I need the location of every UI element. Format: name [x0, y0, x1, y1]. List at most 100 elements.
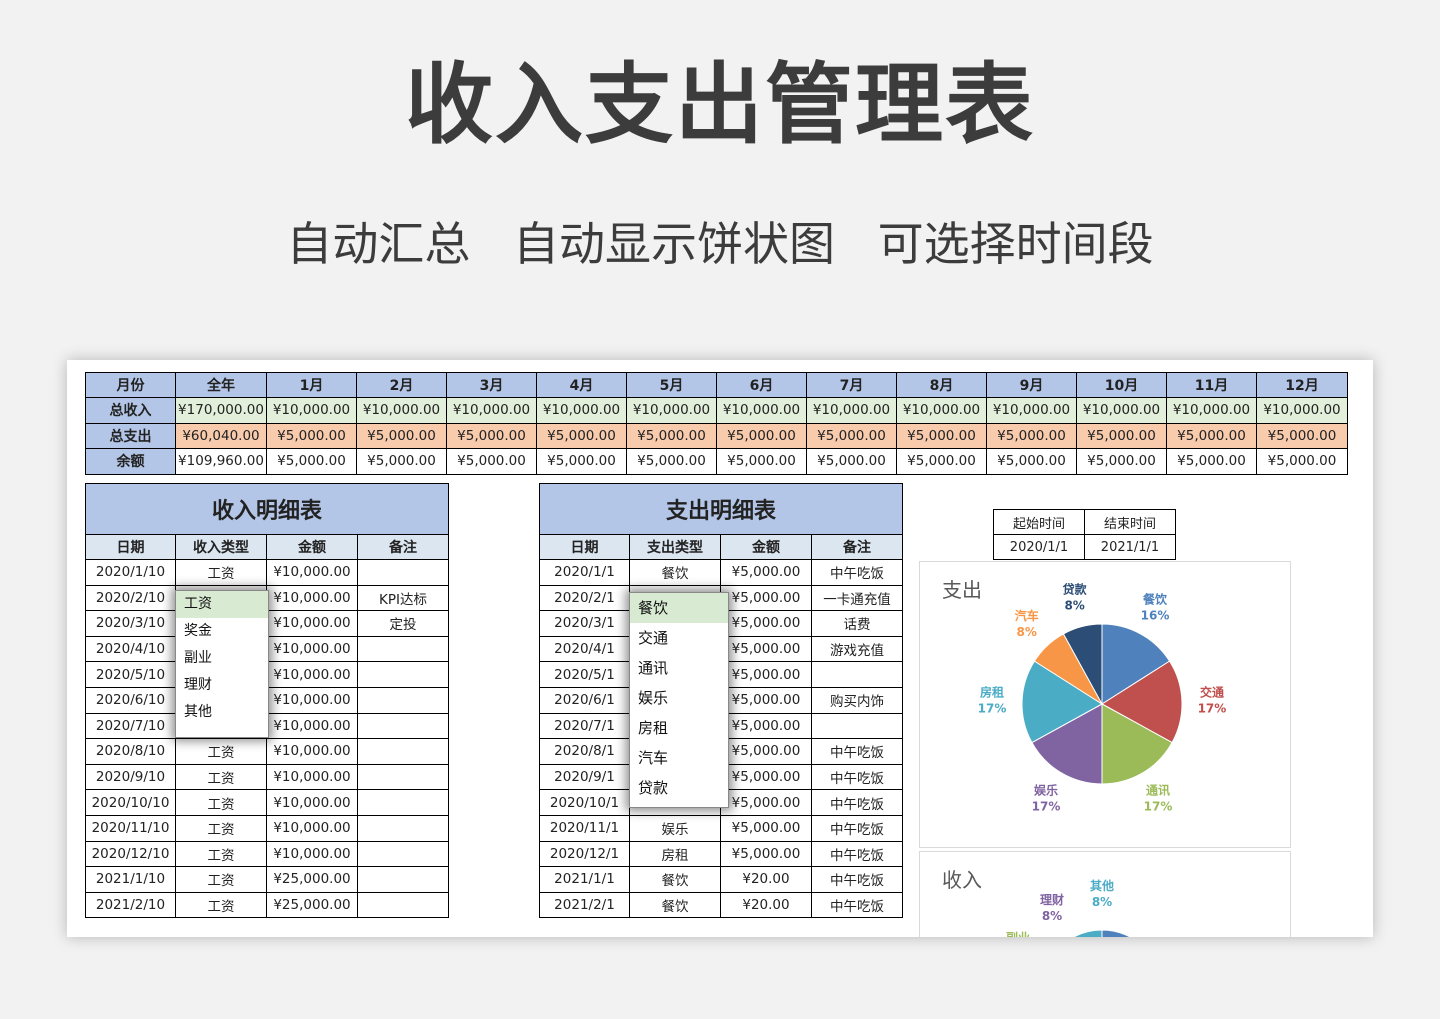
summary-cell[interactable]: ¥5,000.00	[716, 448, 807, 475]
income-date-cell[interactable]: 2020/5/10	[85, 661, 176, 688]
expense-amount-cell[interactable]: ¥20.00	[720, 891, 812, 919]
expense-amount-cell[interactable]: ¥5,000.00	[720, 661, 812, 688]
income-type-cell[interactable]: 工资	[175, 789, 267, 816]
summary-cell[interactable]: ¥10,000.00	[1166, 397, 1257, 424]
income-date-cell[interactable]: 2020/2/10	[85, 584, 176, 612]
income-amount-cell[interactable]: ¥10,000.00	[266, 763, 358, 791]
expense-note-cell[interactable]: 话费	[811, 610, 903, 637]
summary-cell[interactable]: ¥109,960.00	[175, 448, 267, 475]
income-amount-cell[interactable]: ¥10,000.00	[266, 712, 358, 740]
expense-date-cell[interactable]: 2020/3/1	[539, 610, 630, 637]
income-note-cell[interactable]	[357, 661, 449, 688]
income-type-dropdown[interactable]: 工资 奖金 副业 理财 其他	[175, 590, 269, 738]
expense-date-cell[interactable]: 2021/1/1	[539, 866, 630, 893]
income-type-cell[interactable]: 工资	[175, 814, 267, 842]
income-date-cell[interactable]: 2020/4/10	[85, 635, 176, 663]
income-note-cell[interactable]	[357, 763, 449, 791]
summary-cell[interactable]: ¥10,000.00	[716, 397, 807, 424]
income-note-cell[interactable]	[357, 891, 449, 919]
income-date-cell[interactable]: 2020/10/10	[85, 789, 176, 816]
income-pie-slice[interactable]	[1101, 929, 1144, 937]
summary-cell[interactable]: ¥5,000.00	[626, 422, 717, 449]
pie-slice-贷款[interactable]	[1062, 623, 1103, 705]
income-note-cell[interactable]	[357, 559, 449, 586]
income-note-cell[interactable]	[357, 814, 449, 842]
expense-note-cell[interactable]: 中午吃饭	[811, 866, 903, 893]
end-time-cell[interactable]: 2021/1/1	[1084, 534, 1176, 560]
summary-cell[interactable]: ¥5,000.00	[986, 448, 1077, 475]
income-date-cell[interactable]: 2020/12/10	[85, 840, 176, 868]
income-amount-cell[interactable]: ¥10,000.00	[266, 661, 358, 688]
expense-amount-cell[interactable]: ¥5,000.00	[720, 738, 812, 765]
expense-note-cell[interactable]: 中午吃饭	[811, 738, 903, 765]
expense-date-cell[interactable]: 2020/9/1	[539, 763, 630, 791]
income-amount-cell[interactable]: ¥10,000.00	[266, 738, 358, 765]
expense-date-cell[interactable]: 2020/11/1	[539, 814, 630, 842]
income-note-cell[interactable]	[357, 840, 449, 868]
expense-type-cell[interactable]: 餐饮	[629, 891, 721, 919]
income-date-cell[interactable]: 2020/7/10	[85, 712, 176, 740]
expense-pie-chart[interactable]: 支出 餐饮 16% 交通 17% 通讯 17% 娱乐 17% 房租 17% 汽车 8% 贷款 8%	[919, 561, 1291, 848]
pie-slice-交通[interactable]	[1101, 660, 1183, 744]
income-date-cell[interactable]: 2020/1/10	[85, 559, 176, 586]
expense-type-cell[interactable]: 餐饮	[629, 559, 721, 586]
summary-cell[interactable]: ¥5,000.00	[1166, 448, 1257, 475]
income-amount-cell[interactable]: ¥10,000.00	[266, 584, 358, 612]
expense-amount-cell[interactable]: ¥5,000.00	[720, 789, 812, 816]
income-pie-slice[interactable]	[1063, 929, 1103, 937]
summary-cell[interactable]: ¥5,000.00	[806, 448, 897, 475]
income-amount-cell[interactable]: ¥25,000.00	[266, 866, 358, 893]
expense-amount-cell[interactable]: ¥5,000.00	[720, 686, 812, 714]
dropdown-option[interactable]: 理财	[184, 677, 212, 693]
summary-cell[interactable]: ¥10,000.00	[626, 397, 717, 424]
summary-cell[interactable]: ¥5,000.00	[1166, 422, 1257, 449]
pie-slice-房租[interactable]	[1021, 660, 1103, 744]
pie-slice-餐饮[interactable]	[1101, 623, 1171, 705]
summary-cell[interactable]: ¥10,000.00	[356, 397, 447, 424]
income-date-cell[interactable]: 2020/3/10	[85, 610, 176, 637]
summary-cell[interactable]: ¥5,000.00	[1076, 422, 1167, 449]
income-amount-cell[interactable]: ¥10,000.00	[266, 610, 358, 637]
expense-note-cell[interactable]: 中午吃饭	[811, 789, 903, 816]
income-type-cell[interactable]: 工资	[175, 891, 267, 919]
expense-note-cell[interactable]: 中午吃饭	[811, 814, 903, 842]
summary-cell[interactable]: ¥10,000.00	[896, 397, 987, 424]
income-amount-cell[interactable]: ¥25,000.00	[266, 891, 358, 919]
income-amount-cell[interactable]: ¥10,000.00	[266, 635, 358, 663]
income-amount-cell[interactable]: ¥10,000.00	[266, 686, 358, 714]
expense-amount-cell[interactable]: ¥5,000.00	[720, 840, 812, 868]
dropdown-option[interactable]: 工资	[176, 591, 268, 618]
summary-cell[interactable]: ¥5,000.00	[1076, 448, 1167, 475]
pie-slice-通讯[interactable]	[1101, 703, 1173, 785]
summary-cell[interactable]: ¥5,000.00	[626, 448, 717, 475]
expense-type-cell[interactable]: 房租	[629, 840, 721, 868]
start-time-cell[interactable]: 2020/1/1	[993, 534, 1085, 560]
income-note-cell[interactable]	[357, 635, 449, 663]
dropdown-option[interactable]: 副业	[184, 650, 212, 666]
income-note-cell[interactable]	[357, 789, 449, 816]
income-date-cell[interactable]: 2020/9/10	[85, 763, 176, 791]
income-type-cell[interactable]: 工资	[175, 763, 267, 791]
expense-amount-cell[interactable]: ¥5,000.00	[720, 635, 812, 663]
expense-amount-cell[interactable]: ¥5,000.00	[720, 763, 812, 791]
income-pie-chart[interactable]: 收入 理财 8% 其他 8% 副业	[919, 851, 1291, 937]
income-date-cell[interactable]: 2020/6/10	[85, 686, 176, 714]
expense-date-cell[interactable]: 2020/1/1	[539, 559, 630, 586]
expense-date-cell[interactable]: 2020/12/1	[539, 840, 630, 868]
expense-type-cell[interactable]: 餐饮	[629, 866, 721, 893]
summary-cell[interactable]: ¥5,000.00	[356, 448, 447, 475]
expense-note-cell[interactable]: 一卡通充值	[811, 584, 903, 612]
expense-amount-cell[interactable]: ¥5,000.00	[720, 559, 812, 586]
dropdown-option[interactable]: 贷款	[638, 779, 669, 797]
expense-note-cell[interactable]: 游戏充值	[811, 635, 903, 663]
expense-note-cell[interactable]: 中午吃饭	[811, 559, 903, 586]
expense-note-cell[interactable]: 中午吃饭	[811, 763, 903, 791]
summary-cell[interactable]: ¥10,000.00	[266, 397, 357, 424]
expense-amount-cell[interactable]: ¥5,000.00	[720, 584, 812, 612]
summary-cell[interactable]: ¥170,000.00	[175, 397, 267, 424]
expense-type-dropdown[interactable]: 餐饮 交通 通讯 娱乐 房租 汽车 贷款	[629, 592, 729, 808]
dropdown-option[interactable]: 其他	[184, 704, 212, 720]
expense-note-cell[interactable]: 中午吃饭	[811, 840, 903, 868]
summary-cell[interactable]: ¥10,000.00	[1256, 397, 1348, 424]
expense-amount-cell[interactable]: ¥5,000.00	[720, 712, 812, 740]
